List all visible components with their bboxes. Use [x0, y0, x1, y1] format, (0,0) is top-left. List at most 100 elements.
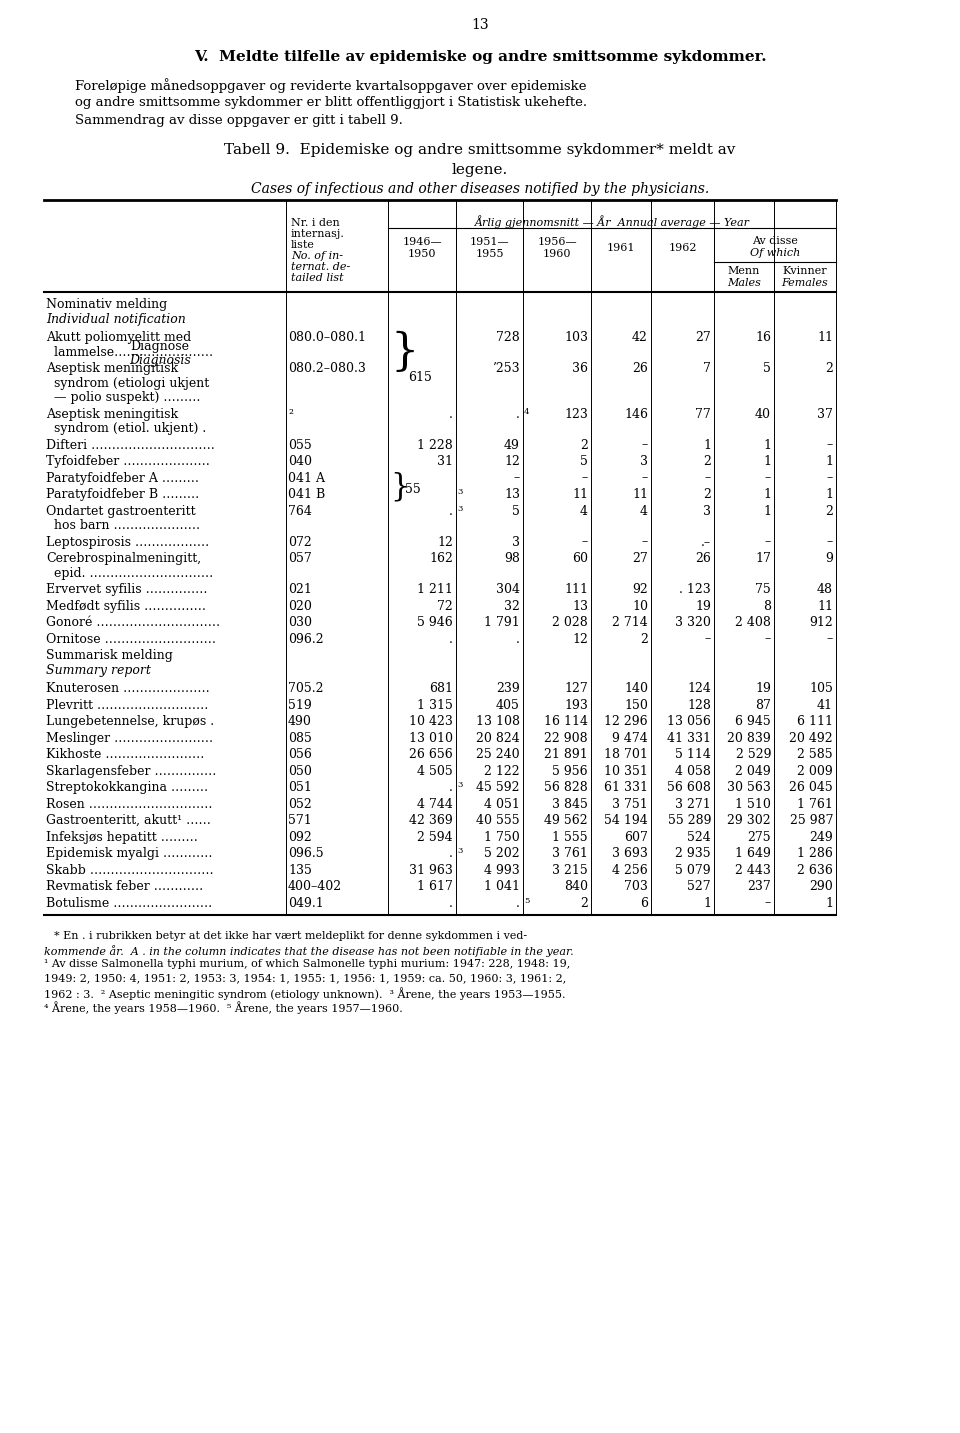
Text: 405: 405 — [496, 698, 520, 712]
Text: 11: 11 — [632, 489, 648, 502]
Text: –: – — [582, 471, 588, 484]
Text: 31 963: 31 963 — [409, 864, 453, 877]
Text: 052: 052 — [288, 798, 312, 811]
Text: Medfødt syfilis ……………: Medfødt syfilis …………… — [46, 599, 206, 612]
Text: 4 744: 4 744 — [418, 798, 453, 811]
Text: 055: 055 — [288, 438, 312, 451]
Text: 1 649: 1 649 — [735, 847, 771, 860]
Text: 1 791: 1 791 — [484, 616, 520, 629]
Text: liste: liste — [291, 239, 315, 249]
Text: 1 750: 1 750 — [484, 831, 520, 844]
Text: 56 828: 56 828 — [544, 781, 588, 794]
Text: .: . — [516, 897, 520, 910]
Text: –: – — [641, 438, 648, 451]
Text: 1 761: 1 761 — [797, 798, 833, 811]
Text: 98: 98 — [504, 552, 520, 565]
Text: 29 302: 29 302 — [728, 814, 771, 827]
Text: Paratyfoidfeber A ………: Paratyfoidfeber A ……… — [46, 471, 199, 484]
Text: 3: 3 — [457, 489, 463, 496]
Text: 135: 135 — [288, 864, 312, 877]
Text: 2: 2 — [826, 363, 833, 375]
Text: 56 608: 56 608 — [667, 781, 711, 794]
Text: Summary report: Summary report — [46, 663, 151, 676]
Text: 17: 17 — [756, 552, 771, 565]
Text: 1 286: 1 286 — [797, 847, 833, 860]
Text: 2 636: 2 636 — [797, 864, 833, 877]
Text: 5: 5 — [512, 504, 520, 517]
Text: 41 331: 41 331 — [667, 731, 711, 745]
Text: 41: 41 — [817, 698, 833, 712]
Text: 61 331: 61 331 — [604, 781, 648, 794]
Text: 519: 519 — [288, 698, 312, 712]
Text: 7: 7 — [703, 363, 711, 375]
Text: 4 993: 4 993 — [484, 864, 520, 877]
Text: 12: 12 — [437, 536, 453, 549]
Text: 705.2: 705.2 — [288, 682, 324, 695]
Text: –: – — [827, 632, 833, 645]
Text: kommende år.  A . in the column indicates that the disease has not been notifiab: kommende år. A . in the column indicates… — [44, 944, 574, 957]
Text: 728: 728 — [496, 331, 520, 344]
Text: –: – — [827, 536, 833, 549]
Text: . 123: . 123 — [680, 583, 711, 596]
Text: 049.1: 049.1 — [288, 897, 324, 910]
Text: –: – — [827, 438, 833, 451]
Text: Cerebrospinalmeningitt,: Cerebrospinalmeningitt, — [46, 552, 202, 565]
Text: Individual notification: Individual notification — [46, 312, 185, 325]
Text: Foreløpige månedsoppgaver og reviderte kvartalsoppgaver over epidemiske: Foreløpige månedsoppgaver og reviderte k… — [75, 77, 587, 93]
Text: 1949: 2, 1950: 4, 1951: 2, 1953: 3, 1954: 1, 1955: 1, 1956: 1, 1959: ca. 50, 196: 1949: 2, 1950: 4, 1951: 2, 1953: 3, 1954… — [44, 973, 566, 983]
Text: 080.0–080.1: 080.0–080.1 — [288, 331, 366, 344]
Text: 3: 3 — [512, 536, 520, 549]
Text: 26: 26 — [632, 363, 648, 375]
Text: 45 592: 45 592 — [476, 781, 520, 794]
Text: 020: 020 — [288, 599, 312, 612]
Text: 20 824: 20 824 — [476, 731, 520, 745]
Text: 1955: 1955 — [475, 249, 504, 259]
Text: –: – — [514, 471, 520, 484]
Text: 21 891: 21 891 — [544, 748, 588, 761]
Text: Akutt poliomyelitt med: Akutt poliomyelitt med — [46, 331, 191, 344]
Text: 3: 3 — [457, 847, 463, 856]
Text: 912: 912 — [809, 616, 833, 629]
Text: –: – — [582, 536, 588, 549]
Text: internasj.: internasj. — [291, 229, 345, 239]
Text: 10 351: 10 351 — [604, 764, 648, 778]
Text: 19: 19 — [756, 682, 771, 695]
Text: 249: 249 — [809, 831, 833, 844]
Text: 1951—: 1951— — [469, 236, 510, 246]
Text: 4: 4 — [524, 407, 530, 416]
Text: .: . — [449, 504, 453, 517]
Text: Diagnose: Diagnose — [131, 340, 189, 353]
Text: 13 010: 13 010 — [409, 731, 453, 745]
Text: 2: 2 — [703, 456, 711, 469]
Text: Infeksjøs hepatitt ………: Infeksjøs hepatitt ……… — [46, 831, 198, 844]
Text: 4: 4 — [640, 504, 648, 517]
Text: 1 041: 1 041 — [484, 880, 520, 893]
Text: 072: 072 — [288, 536, 312, 549]
Text: .: . — [516, 407, 520, 420]
Text: 840: 840 — [564, 880, 588, 893]
Text: 2: 2 — [826, 504, 833, 517]
Text: 4: 4 — [580, 504, 588, 517]
Text: 140: 140 — [624, 682, 648, 695]
Text: Ervervet syfilis ……………: Ervervet syfilis …………… — [46, 583, 207, 596]
Text: 105: 105 — [809, 682, 833, 695]
Text: 290: 290 — [809, 880, 833, 893]
Text: 490: 490 — [288, 715, 312, 728]
Text: Gonoré …………………………: Gonoré ………………………… — [46, 616, 220, 629]
Text: 111: 111 — [564, 583, 588, 596]
Text: 096.5: 096.5 — [288, 847, 324, 860]
Text: .: . — [449, 407, 453, 420]
Text: 16: 16 — [755, 331, 771, 344]
Text: syndrom (etiol. ukjent) .: syndrom (etiol. ukjent) . — [46, 421, 206, 436]
Text: 40 555: 40 555 — [476, 814, 520, 827]
Text: 55: 55 — [405, 483, 420, 496]
Text: }: } — [390, 471, 409, 503]
Text: –: – — [765, 536, 771, 549]
Text: 056: 056 — [288, 748, 312, 761]
Text: –: – — [705, 471, 711, 484]
Text: 27: 27 — [695, 331, 711, 344]
Text: 25 987: 25 987 — [789, 814, 833, 827]
Text: 1 228: 1 228 — [418, 438, 453, 451]
Text: syndrom (etiologi ukjent: syndrom (etiologi ukjent — [46, 377, 209, 390]
Text: Menn: Menn — [728, 267, 760, 277]
